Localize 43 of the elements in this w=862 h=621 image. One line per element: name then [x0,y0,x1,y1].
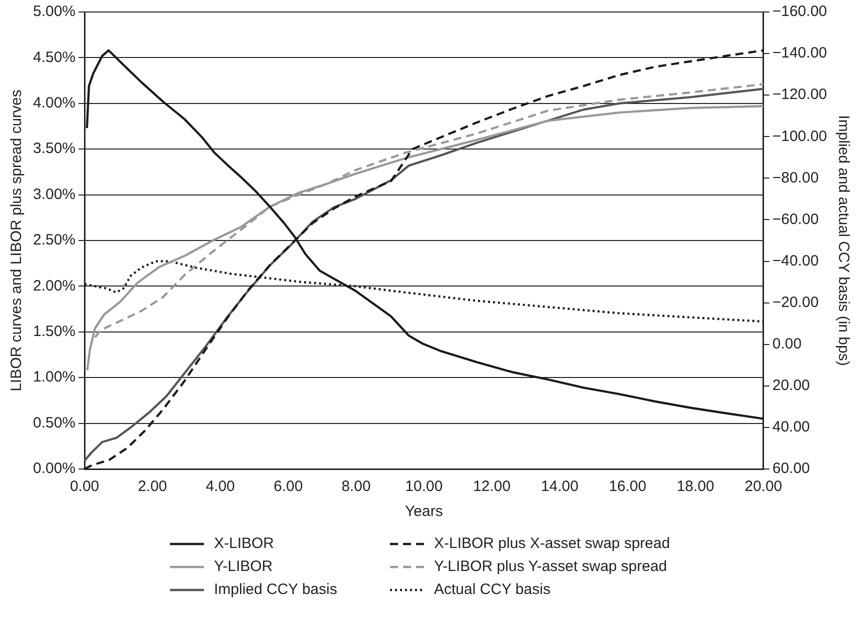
x-tick-label: 2.00 [138,478,168,496]
y2-tick-label: −60.00 [772,210,819,228]
x-tick-label: 16.00 [608,478,646,496]
x-tick-label: 4.00 [206,478,235,496]
y2-tick-label: 20.00 [772,377,810,394]
x-tick-label: 14.00 [540,478,578,496]
y-tick-label: 0.50% [32,414,76,432]
x-tick-label: 12.00 [473,478,511,496]
x-tick-label: 0.00 [70,478,100,496]
y2-tick-label: −40.00 [772,252,819,270]
y2-tick-label: 0.00 [772,336,802,353]
y-tick-label: 0.00% [32,460,76,478]
x-tick-label: 6.00 [274,478,303,496]
y2-tick-label: −160.00 [772,3,827,20]
legend-label: Actual CCY basis [434,581,550,598]
y2-tick-label: −80.00 [772,169,819,186]
x-tick-label: 20.00 [744,478,782,496]
y2-tick-label: 40.00 [772,418,810,436]
y-axis-title: LIBOR curves and LIBOR plus spread curves [8,90,26,392]
legend-label: Y-LIBOR plus Y-asset swap spread [434,558,667,575]
y2-tick-label: 60.00 [772,460,810,478]
y2-tick-label: −20.00 [772,294,819,311]
x-tick-label: 8.00 [341,478,371,496]
y-tick-label: 5.00% [32,3,76,20]
y-tick-label: 2.00% [32,277,76,294]
y-tick-label: 4.50% [32,48,76,66]
legend-label: Implied CCY basis [214,581,338,598]
y-tick-label: 1.00% [32,368,76,386]
y-tick-label: 1.50% [32,323,76,340]
legend-label: Y-LIBOR [214,558,273,575]
legend-label: X-LIBOR plus X-asset swap spread [434,535,670,552]
legend-label: X-LIBOR [214,535,274,552]
x-tick-label: 10.00 [405,478,443,496]
x-axis-title: Years [405,503,443,520]
y-tick-label: 4.00% [32,94,76,112]
y-tick-label: 2.50% [32,232,76,249]
y2-tick-label: −140.00 [772,44,827,62]
x-tick-label: 18.00 [676,478,714,496]
y-tick-label: 3.00% [32,186,76,203]
y-tick-label: 3.50% [32,140,76,158]
y2-axis-title: Implied and actual CCY basis (in bps) [834,115,852,366]
y2-tick-label: −100.00 [772,128,827,145]
y2-tick-label: −120.00 [772,86,827,104]
